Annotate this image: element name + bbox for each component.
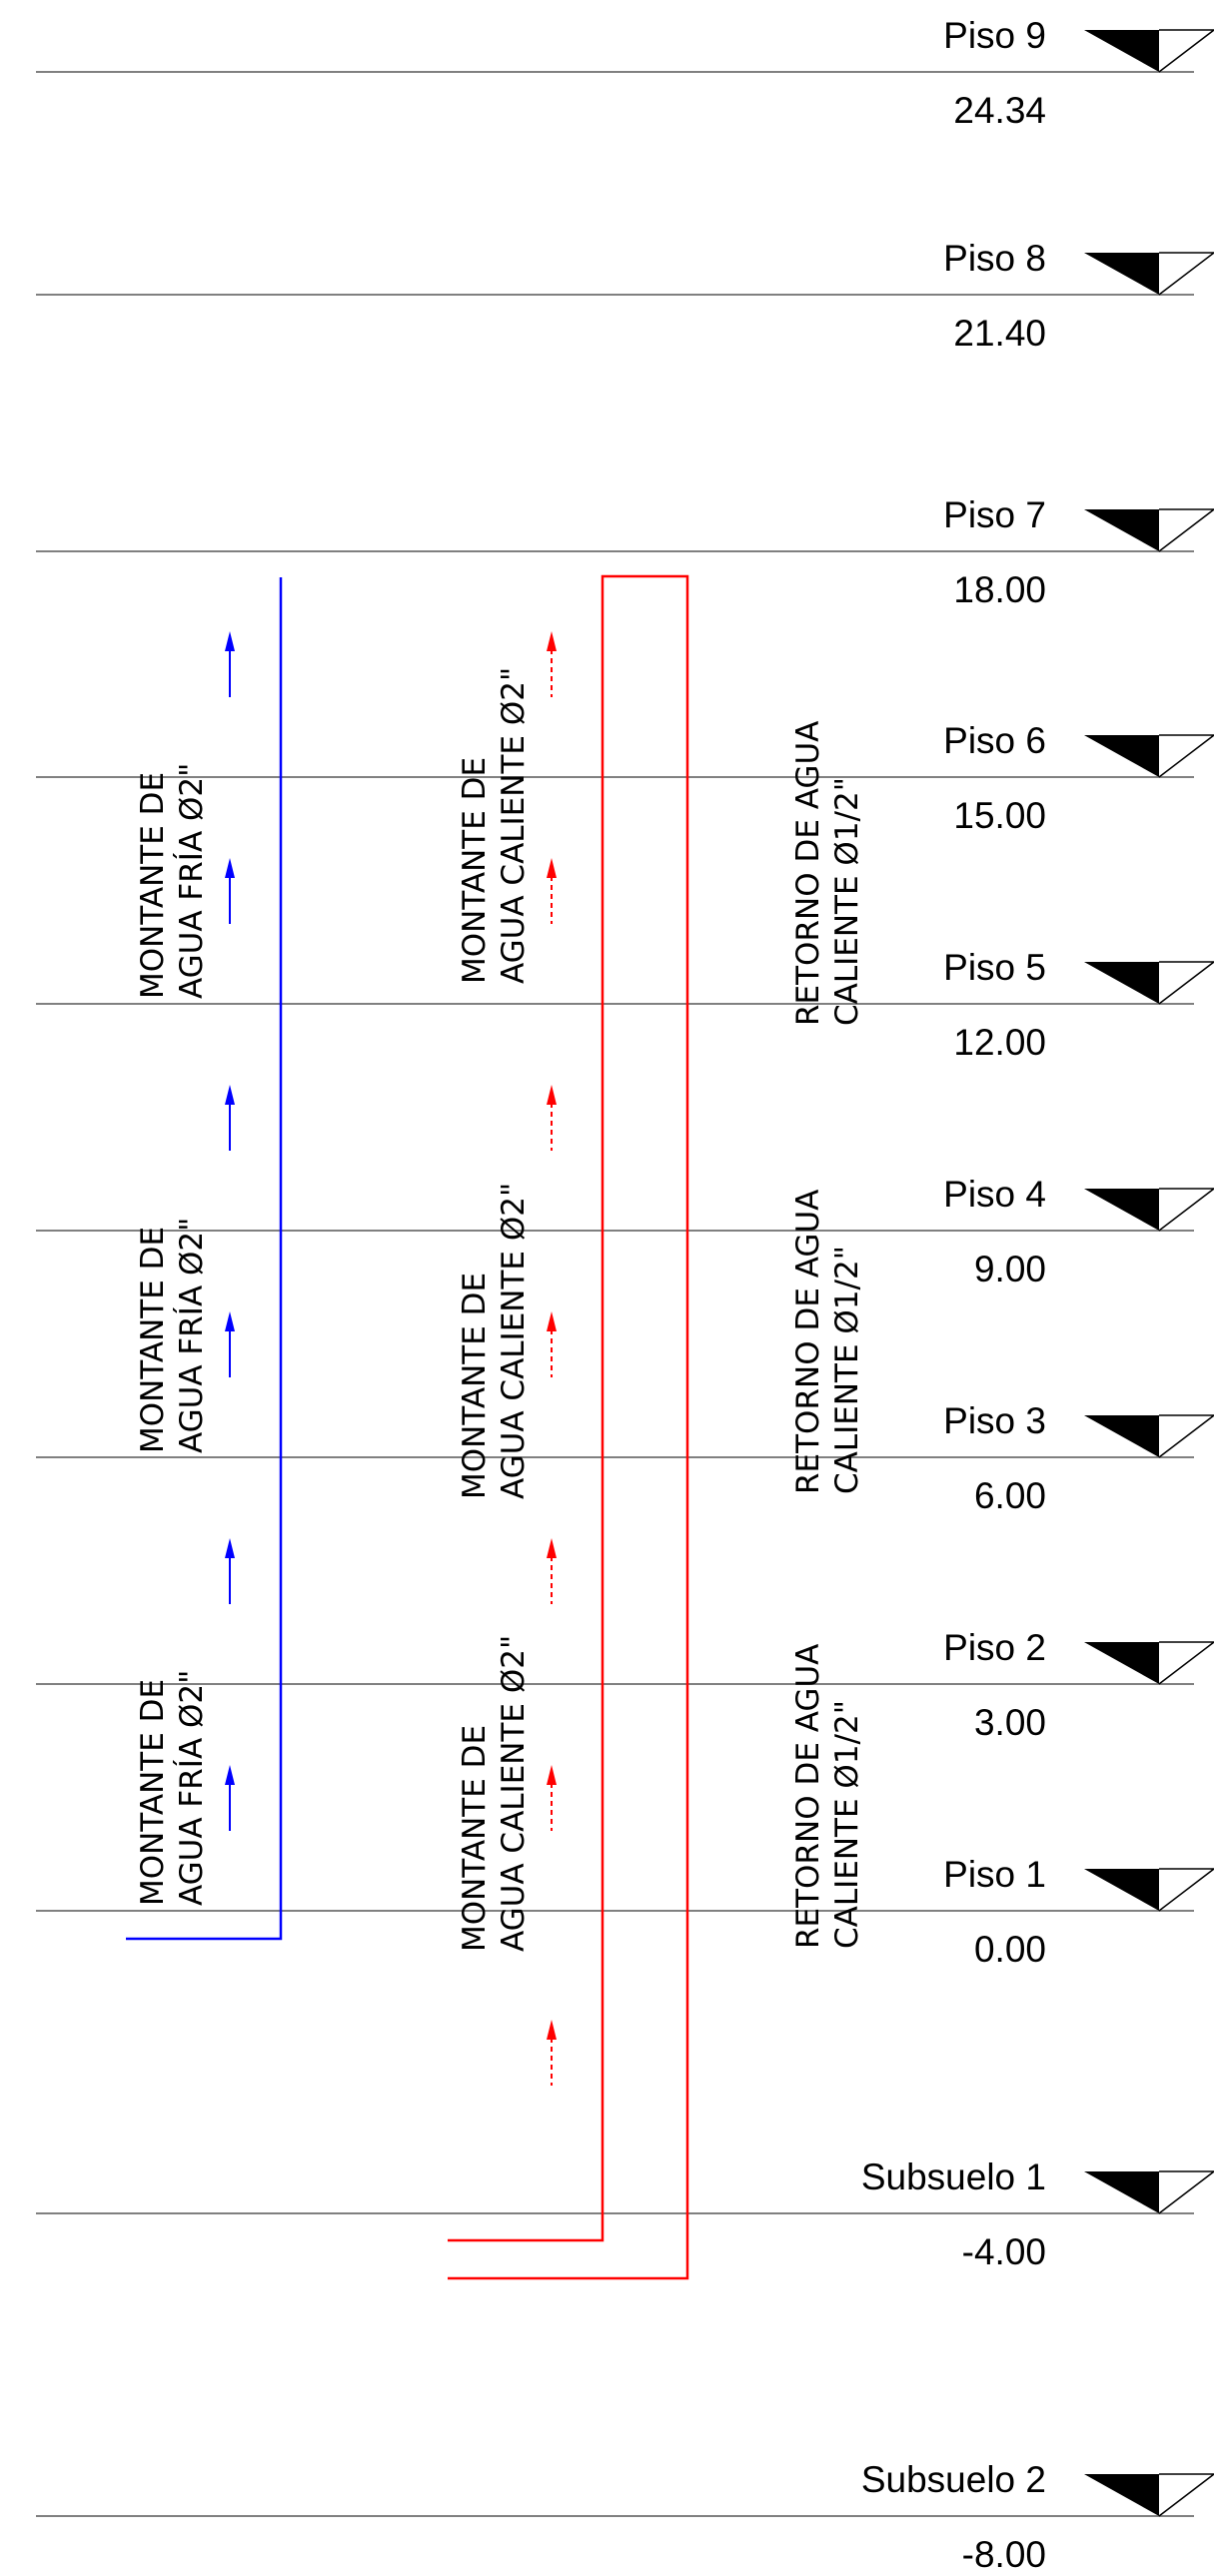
level-elevation: 9.00 xyxy=(974,1249,1046,1289)
level-triangle-icon xyxy=(1084,961,1214,1005)
level-piso-2: Piso 2 3.00 xyxy=(36,1627,1214,1743)
level-name: Piso 1 xyxy=(943,1854,1046,1895)
hot-water-flow-arrow-icon xyxy=(547,858,557,924)
cold-riser-label-lower: MONTANTE DE AGUA FRÍA Ø2" xyxy=(135,1670,210,1906)
level-name: Piso 7 xyxy=(943,494,1046,535)
level-triangle-icon xyxy=(1084,508,1214,552)
pipe-label-line: RETORNO DE AGUA xyxy=(790,1190,826,1494)
level-triangle-icon xyxy=(1084,1868,1214,1912)
level-name: Piso 9 xyxy=(943,15,1046,56)
pipe-label-line: AGUA CALIENTE Ø2" xyxy=(496,667,532,984)
level-name: Piso 3 xyxy=(943,1400,1046,1441)
pipe-label-line: CALIENTE Ø1/2" xyxy=(829,1246,865,1494)
level-elevation: 18.00 xyxy=(953,569,1046,610)
pipe-label-line: CALIENTE Ø1/2" xyxy=(829,777,865,1026)
level-triangle-icon xyxy=(1084,1414,1214,1458)
cold-water-flow-arrow-icon xyxy=(225,1085,235,1151)
cold-water-flow-arrow-icon xyxy=(225,1311,235,1377)
level-elevation: 15.00 xyxy=(953,795,1046,836)
pipe-label-line: AGUA CALIENTE Ø2" xyxy=(496,1183,532,1499)
hot-return-label-upper: RETORNO DE AGUA CALIENTE Ø1/2" xyxy=(790,721,865,1026)
pipe-label-line: MONTANTE DE xyxy=(457,1725,493,1952)
cold-riser-label-middle: MONTANTE DE AGUA FRÍA Ø2" xyxy=(135,1218,210,1453)
level-name: Piso 4 xyxy=(943,1174,1046,1215)
pipe-label-line: AGUA CALIENTE Ø2" xyxy=(496,1635,532,1952)
hot-return-label-lower: RETORNO DE AGUA CALIENTE Ø1/2" xyxy=(790,1644,865,1949)
pipes-layer xyxy=(126,574,689,2280)
level-triangle-icon xyxy=(1084,2170,1214,2214)
level-piso-1: Piso 1 0.00 xyxy=(36,1854,1214,1970)
level-piso-9: Piso 9 24.34 xyxy=(36,15,1214,131)
level-name: Piso 2 xyxy=(943,1627,1046,1668)
hot-riser-label-middle: MONTANTE DE AGUA CALIENTE Ø2" xyxy=(457,1183,532,1499)
pipe-labels-layer: MONTANTE DE AGUA FRÍA Ø2"MONTANTE DE AGUA … xyxy=(135,667,865,1952)
level-elevation: 6.00 xyxy=(974,1475,1046,1516)
cold-water-flow-arrow-icon xyxy=(225,631,235,697)
level-name: Piso 6 xyxy=(943,720,1046,761)
level-elevation: 0.00 xyxy=(974,1929,1046,1970)
level-triangle-icon xyxy=(1084,1188,1214,1232)
hot-water-flow-arrow-icon xyxy=(547,1311,557,1377)
level-elevation: -4.00 xyxy=(962,2231,1046,2272)
pipe-label-line: RETORNO DE AGUA xyxy=(790,721,826,1026)
pipe-label-line: AGUA FRÍA Ø2" xyxy=(174,1218,210,1453)
level-piso-6: Piso 6 15.00 xyxy=(36,720,1214,836)
pipe-label-line: AGUA FRÍA Ø2" xyxy=(174,763,210,999)
pipe-label-line: AGUA FRÍA Ø2" xyxy=(174,1670,210,1906)
level-elevation: -8.00 xyxy=(962,2534,1046,2575)
pipe-label-line: RETORNO DE AGUA xyxy=(790,1644,826,1949)
pipe-label-line: MONTANTE DE xyxy=(457,757,493,984)
level-piso-3: Piso 3 6.00 xyxy=(36,1400,1214,1516)
level-name: Subsuelo 1 xyxy=(861,2156,1046,2197)
level-triangle-icon xyxy=(1084,2473,1214,2517)
levels-layer: Piso 9 24.34 Piso 8 21.40 Piso 7 18.00 Piso 6 1… xyxy=(36,15,1214,2575)
pipe-label-line: MONTANTE DE xyxy=(135,1679,171,1906)
pipe-label-line: MONTANTE DE xyxy=(135,1227,171,1453)
hot-water-flow-arrow-icon xyxy=(547,631,557,697)
level-elevation: 12.00 xyxy=(953,1022,1046,1063)
cold-water-flow-arrow-icon xyxy=(225,1765,235,1831)
hot-water-flow-arrow-icon xyxy=(547,1765,557,1831)
cold-water-riser-pipe xyxy=(126,577,283,1941)
level-piso-5: Piso 5 12.00 xyxy=(36,947,1214,1063)
flow-arrows-layer xyxy=(225,631,557,2086)
level-name: Subsuelo 2 xyxy=(861,2459,1046,2500)
hot-water-riser-and-return-pipe xyxy=(448,574,689,2280)
pipe-label-line: MONTANTE DE xyxy=(135,772,171,999)
level-piso-8: Piso 8 21.40 xyxy=(36,238,1214,354)
pipe-label-line: MONTANTE DE xyxy=(457,1273,493,1499)
cold-water-flow-arrow-icon xyxy=(225,1538,235,1604)
hot-water-flow-arrow-icon xyxy=(547,2020,557,2086)
cold-water-flow-arrow-icon xyxy=(225,858,235,924)
hot-riser-label-lower: MONTANTE DE AGUA CALIENTE Ø2" xyxy=(457,1635,532,1952)
level-triangle-icon xyxy=(1084,1641,1214,1685)
level-elevation: 3.00 xyxy=(974,1702,1046,1743)
level-piso-4: Piso 4 9.00 xyxy=(36,1174,1214,1289)
level-elevation: 24.34 xyxy=(953,90,1046,131)
pipe-label-line: CALIENTE Ø1/2" xyxy=(829,1700,865,1949)
hot-riser-label-upper: MONTANTE DE AGUA CALIENTE Ø2" xyxy=(457,667,532,984)
level-piso-7: Piso 7 18.00 xyxy=(36,494,1214,610)
level-triangle-icon xyxy=(1084,734,1214,778)
hot-return-label-middle: RETORNO DE AGUA CALIENTE Ø1/2" xyxy=(790,1190,865,1494)
level-elevation: 21.40 xyxy=(953,313,1046,354)
hot-water-flow-arrow-icon xyxy=(547,1085,557,1151)
level-name: Piso 5 xyxy=(943,947,1046,988)
level-triangle-icon xyxy=(1084,252,1214,296)
cold-riser-label-upper: MONTANTE DE AGUA FRÍA Ø2" xyxy=(135,763,210,999)
hot-water-flow-arrow-icon xyxy=(547,1538,557,1604)
level-triangle-icon xyxy=(1084,29,1214,73)
level-subsuelo-1: Subsuelo 1 -4.00 xyxy=(36,2156,1214,2272)
level-name: Piso 8 xyxy=(943,238,1046,279)
level-subsuelo-2: Subsuelo 2 -8.00 xyxy=(36,2459,1214,2575)
